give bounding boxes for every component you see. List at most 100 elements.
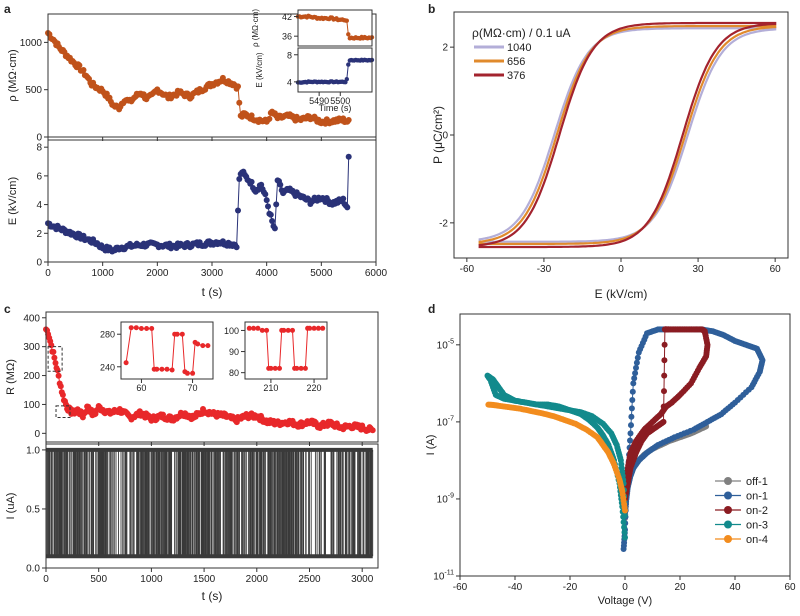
- b-xlabel: E (kV/cm): [595, 287, 648, 301]
- inset-c1-point: [154, 366, 160, 372]
- c-xtick-label: 0: [43, 574, 49, 585]
- d-xtick-label: -40: [508, 582, 523, 593]
- r-point: [54, 367, 61, 374]
- e-point: [235, 207, 241, 214]
- inset-a-bg: [298, 10, 372, 92]
- pe-loop-1040: [478, 27, 777, 243]
- d-legend-entry: on-4: [746, 534, 768, 546]
- iv-point-on-3: [620, 519, 627, 526]
- panel-label-a: a: [4, 2, 11, 16]
- iv-point-on-2: [661, 372, 668, 379]
- i-ytick-label: 0.5: [26, 504, 40, 515]
- r-point: [48, 342, 55, 349]
- inset-c2-point: [315, 325, 321, 331]
- iv-point-on-4: [485, 401, 492, 408]
- e-point: [277, 181, 284, 188]
- inset-c2-point: [281, 327, 287, 333]
- rho-point: [236, 99, 243, 106]
- e-point: [273, 201, 280, 208]
- inset-c1-frame: [120, 321, 214, 380]
- r-point: [369, 427, 376, 434]
- inset-c2-point: [311, 325, 317, 331]
- e-point: [233, 244, 240, 251]
- b-legend-title: ρ(MΩ·cm) / 0.1 uA: [472, 26, 570, 40]
- a-xtick-label: 2000: [146, 268, 169, 279]
- pe-loop-376: [478, 21, 777, 249]
- inset-c2-point: [302, 365, 308, 371]
- panel-label-c: c: [4, 302, 11, 316]
- inset-c1-point: [174, 331, 180, 337]
- c-xtick-label: 2500: [298, 574, 321, 585]
- b-ytick-label: 0: [442, 131, 448, 142]
- inset-c2-frame: [244, 321, 328, 380]
- iv-point-on-1: [627, 437, 633, 444]
- iv-point-on-3: [622, 534, 628, 541]
- a-xtick-label: 4000: [256, 268, 279, 279]
- d-xtick-label: 20: [674, 582, 686, 593]
- inset-rho-point: [346, 32, 351, 37]
- zoom-box-1: [47, 346, 63, 372]
- d-legend-swatch-marker: [724, 520, 732, 529]
- rho-point: [76, 62, 83, 69]
- inset-c1-point: [179, 331, 185, 337]
- inset-c1-xtick-label: 70: [188, 383, 198, 393]
- d-legend-swatch-marker: [724, 506, 732, 514]
- inset-e-ytick-label: 8: [287, 50, 292, 60]
- d-legend-swatch-marker: [724, 491, 732, 500]
- iv-point-on-1: [628, 413, 635, 420]
- inset-e-point: [346, 62, 351, 67]
- d-xtick-label: -60: [453, 582, 468, 593]
- d-ytick-exponent: -11: [444, 570, 454, 577]
- inset-c1-point: [190, 370, 196, 376]
- r-ytick-label: 300: [23, 342, 40, 353]
- inset-e-ylabel: E (kV/cm): [255, 52, 264, 87]
- d-legend-entry: off-1: [746, 476, 768, 488]
- e-ylabel: E (kV/cm): [7, 177, 19, 225]
- panel-label-b: b: [428, 2, 435, 16]
- e-point: [269, 218, 276, 224]
- inset-c2-ytick-label: 90: [229, 347, 239, 357]
- inset-rho-ytick-label: 36: [282, 32, 292, 42]
- inset-c2-point: [285, 327, 291, 333]
- e-ytick-label: 8: [36, 143, 42, 154]
- d-ytick-exponent: -7: [448, 415, 454, 422]
- i-ylabel: I (uA): [5, 493, 17, 520]
- r-point: [51, 354, 58, 361]
- inset-c2-ytick-label: 100: [224, 326, 239, 336]
- inset-c1-xtick-label: 60: [136, 383, 146, 393]
- iv-point-on-2: [661, 357, 668, 364]
- inset-c1-point: [133, 325, 139, 331]
- inset-c2-point: [246, 325, 252, 331]
- iv-point-on-1: [627, 430, 634, 437]
- d-xtick-label: -20: [563, 582, 578, 593]
- a-xtick-label: 6000: [365, 268, 388, 279]
- e-point: [344, 204, 351, 211]
- inset-c2-point: [255, 325, 261, 331]
- e-point: [236, 176, 243, 182]
- b-legend-entry: 1040: [507, 42, 531, 54]
- d-xtick-label: 40: [729, 582, 741, 593]
- inset-c2-point: [294, 365, 300, 371]
- iv-point-on-1: [631, 375, 638, 382]
- rho-point: [266, 115, 273, 122]
- pe-loop-656: [478, 25, 777, 245]
- e-ytick-label: 6: [36, 171, 42, 182]
- d-ytick-exponent: -5: [448, 338, 454, 345]
- e-ytick-label: 4: [36, 200, 42, 211]
- a-xtick-label: 0: [45, 268, 51, 279]
- r-ylabel: R (MΩ): [5, 359, 17, 395]
- iv-point-on-1: [632, 370, 639, 377]
- inset-c2-point: [298, 365, 304, 371]
- plot-frame-i: [45, 443, 379, 569]
- inset-c2-point: [290, 327, 295, 333]
- inset-c2-xtick-label: 220: [307, 383, 322, 393]
- iv-point-on-1: [630, 380, 637, 387]
- rho-ytick-label: 1000: [20, 38, 43, 49]
- b-legend-entry: 656: [507, 56, 525, 68]
- e-ytick-label: 2: [36, 229, 42, 240]
- d-xlabel: Voltage (V): [598, 595, 652, 607]
- b-xtick-label: -60: [460, 264, 475, 275]
- iv-point-on-1: [634, 354, 641, 361]
